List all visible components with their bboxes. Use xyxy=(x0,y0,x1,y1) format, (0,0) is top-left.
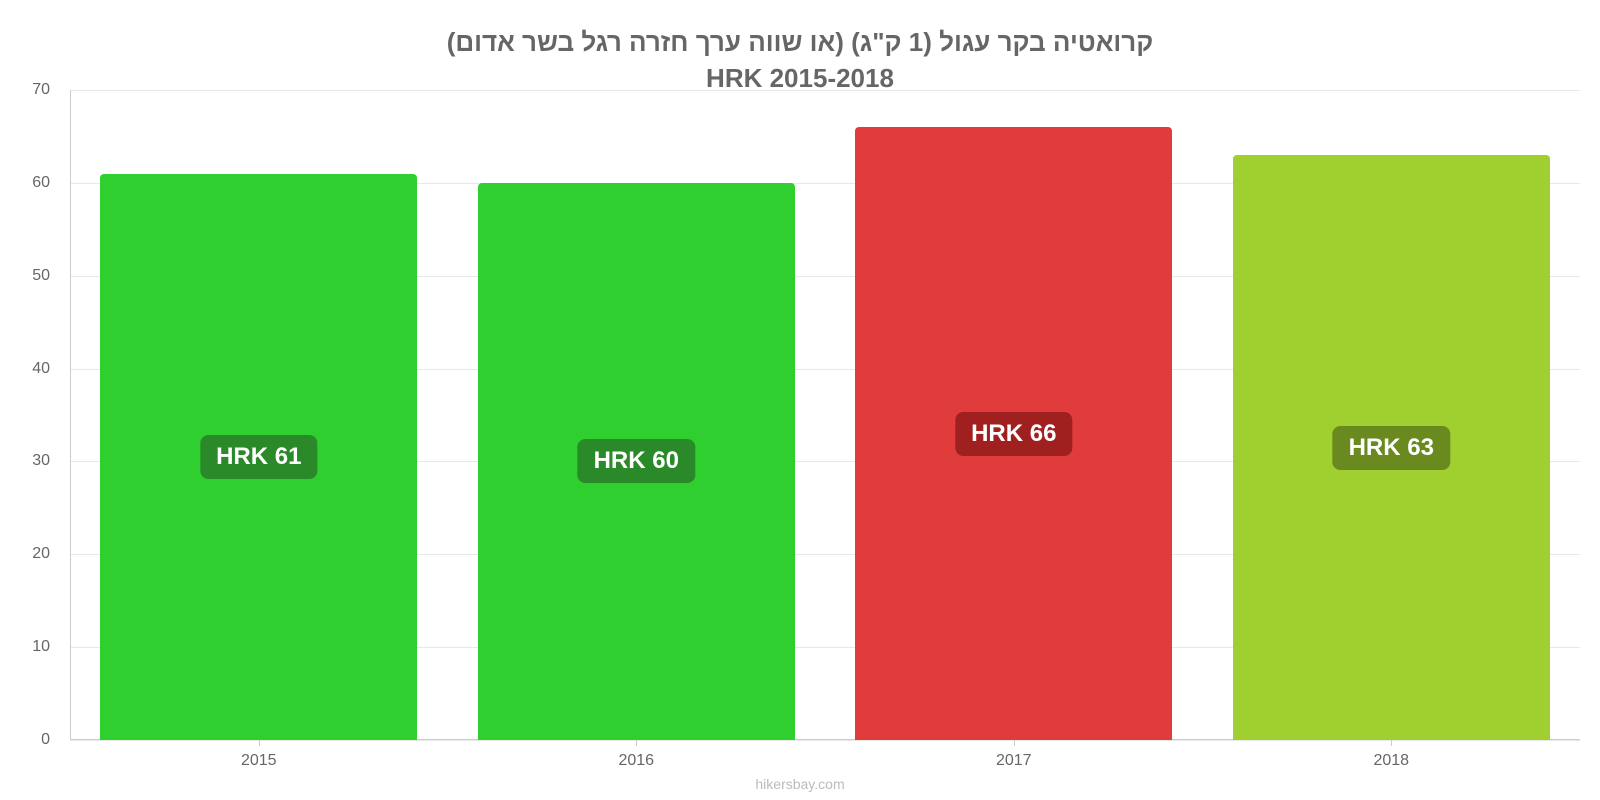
x-tick-label: 2015 xyxy=(241,752,277,770)
y-tick-label: 30 xyxy=(32,452,50,470)
plot-area: HRK 612015HRK 602016HRK 662017HRK 632018 xyxy=(70,90,1580,740)
bar-slot: HRK 612015 xyxy=(70,90,448,740)
bar-slot: HRK 662017 xyxy=(825,90,1203,740)
attribution-text: hikersbay.com xyxy=(0,776,1600,792)
y-tick-label: 70 xyxy=(32,81,50,99)
y-tick-label: 40 xyxy=(32,360,50,378)
chart-container: קרואטיה בקר עגול (1 ק"ג) (או שווה ערך חז… xyxy=(0,0,1600,800)
x-tick-mark xyxy=(1014,740,1015,746)
x-tick-label: 2018 xyxy=(1373,752,1409,770)
x-tick-label: 2016 xyxy=(618,752,654,770)
y-tick-label: 10 xyxy=(32,638,50,656)
y-tick-label: 20 xyxy=(32,545,50,563)
x-tick-mark xyxy=(259,740,260,746)
x-tick-mark xyxy=(1391,740,1392,746)
y-tick-label: 60 xyxy=(32,174,50,192)
bar-value-label: HRK 61 xyxy=(200,435,317,479)
bar-value-label: HRK 66 xyxy=(955,412,1072,456)
x-tick-mark xyxy=(636,740,637,746)
bar-value-label: HRK 60 xyxy=(578,439,695,483)
y-axis: 010203040506070 xyxy=(0,90,60,740)
gridline xyxy=(70,740,1580,741)
x-tick-label: 2017 xyxy=(996,752,1032,770)
y-tick-label: 50 xyxy=(32,267,50,285)
bar-slot: HRK 632018 xyxy=(1203,90,1581,740)
bars-container: HRK 612015HRK 602016HRK 662017HRK 632018 xyxy=(70,90,1580,740)
chart-title: קרואטיה בקר עגול (1 ק"ג) (או שווה ערך חז… xyxy=(0,24,1600,97)
y-tick-label: 0 xyxy=(41,731,50,749)
bar-slot: HRK 602016 xyxy=(448,90,826,740)
bar-value-label: HRK 63 xyxy=(1333,426,1450,470)
